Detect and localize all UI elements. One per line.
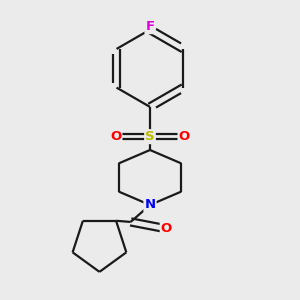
Text: S: S: [145, 130, 155, 143]
Text: F: F: [146, 20, 154, 33]
Text: O: O: [161, 222, 172, 235]
Text: N: N: [144, 199, 156, 212]
Text: O: O: [178, 130, 190, 143]
Text: O: O: [110, 130, 122, 143]
